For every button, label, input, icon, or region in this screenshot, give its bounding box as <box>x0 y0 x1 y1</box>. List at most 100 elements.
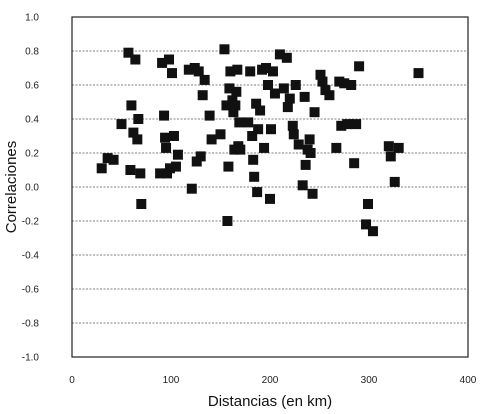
data-point <box>252 187 263 198</box>
data-point <box>126 100 137 111</box>
data-point <box>284 93 295 104</box>
data-point <box>235 144 246 155</box>
data-point <box>320 85 331 96</box>
data-point <box>309 107 320 118</box>
data-point <box>170 161 181 172</box>
data-point <box>130 54 141 65</box>
data-point <box>255 105 266 116</box>
data-point <box>317 76 328 87</box>
x-tick-label: 300 <box>361 375 378 386</box>
data-point <box>300 159 311 170</box>
data-point <box>123 47 134 58</box>
data-point <box>251 98 262 109</box>
data-point <box>215 129 226 140</box>
data-point <box>248 154 259 165</box>
data-point <box>102 153 113 164</box>
data-point <box>222 216 233 226</box>
data-point <box>315 69 326 80</box>
data-point <box>128 127 139 138</box>
data-point <box>232 64 243 75</box>
data-point <box>199 74 210 85</box>
data-point <box>206 134 217 145</box>
data-point <box>274 49 285 60</box>
data-point <box>342 119 353 130</box>
y-tick-label: 1.0 <box>25 13 39 24</box>
data-point <box>267 66 278 77</box>
data-point <box>349 158 360 169</box>
data-point <box>162 168 173 179</box>
data-point <box>231 86 242 97</box>
data-point <box>166 68 177 79</box>
data-point <box>243 117 254 128</box>
data-point <box>282 102 293 113</box>
x-tick-label: 200 <box>262 375 279 386</box>
data-point <box>393 142 404 153</box>
data-point <box>385 151 396 162</box>
data-point <box>265 193 275 204</box>
data-point <box>157 57 168 68</box>
data-point <box>287 120 298 131</box>
data-point <box>367 226 378 237</box>
data-point <box>413 68 424 79</box>
y-tick-label: 0.0 <box>25 183 39 194</box>
y-tick-label: -0.4 <box>22 251 40 262</box>
data-point <box>223 161 234 172</box>
data-point <box>227 95 238 106</box>
y-tick-label: -0.6 <box>22 285 40 296</box>
y-tick-label: 0.8 <box>25 47 39 58</box>
data-point <box>161 142 172 153</box>
data-point <box>361 219 372 230</box>
data-point <box>193 66 204 77</box>
data-point <box>225 66 236 77</box>
data-point <box>383 141 394 152</box>
data-point <box>263 80 274 90</box>
data-point <box>204 110 215 121</box>
data-point <box>159 110 170 121</box>
x-axis-title: Distancias (en km) <box>208 393 332 410</box>
data-point <box>324 90 335 101</box>
data-point <box>245 66 256 77</box>
data-point <box>160 132 171 143</box>
data-point <box>278 83 289 94</box>
data-point <box>228 107 239 118</box>
data-point <box>155 168 166 179</box>
x-axis-ticks: 0 100 200 300 400 <box>69 375 477 386</box>
data-point <box>168 131 179 141</box>
y-axis-ticks: 1.0 0.8 0.6 0.4 0.2 0.0 -0.2 -0.4 -0.6 -0.8 -1.0 <box>22 13 40 364</box>
data-point <box>132 134 143 145</box>
data-point <box>172 149 183 160</box>
data-point <box>249 171 260 182</box>
data-point <box>133 114 144 124</box>
data-point <box>288 129 299 140</box>
data-point <box>96 163 107 174</box>
x-tick-label: 0 <box>69 375 75 386</box>
data-point <box>164 54 175 65</box>
data-point <box>116 119 127 130</box>
data-point <box>269 88 280 99</box>
y-tick-label: 0.2 <box>25 149 39 160</box>
y-tick-label: -0.2 <box>22 217 40 228</box>
data-point <box>108 154 119 165</box>
data-point <box>304 134 315 145</box>
data-point <box>221 100 232 111</box>
data-point <box>234 117 245 128</box>
data-point <box>290 80 301 90</box>
data-point <box>253 124 264 135</box>
data-point <box>265 124 276 135</box>
data-point <box>307 188 318 199</box>
data-point <box>354 61 365 72</box>
x-tick-label: 400 <box>460 375 477 386</box>
data-point <box>297 180 308 191</box>
data-point <box>331 142 342 153</box>
data-point <box>336 120 347 131</box>
data-point <box>363 199 374 209</box>
data-point <box>351 119 362 130</box>
data-point <box>247 131 258 141</box>
data-point <box>191 156 202 167</box>
data-point <box>305 148 316 158</box>
y-axis-title: Correlaciones <box>3 141 20 234</box>
data-point <box>389 176 400 187</box>
data-point <box>197 90 208 101</box>
data-point <box>259 142 270 153</box>
plot-area-frame <box>71 16 469 358</box>
